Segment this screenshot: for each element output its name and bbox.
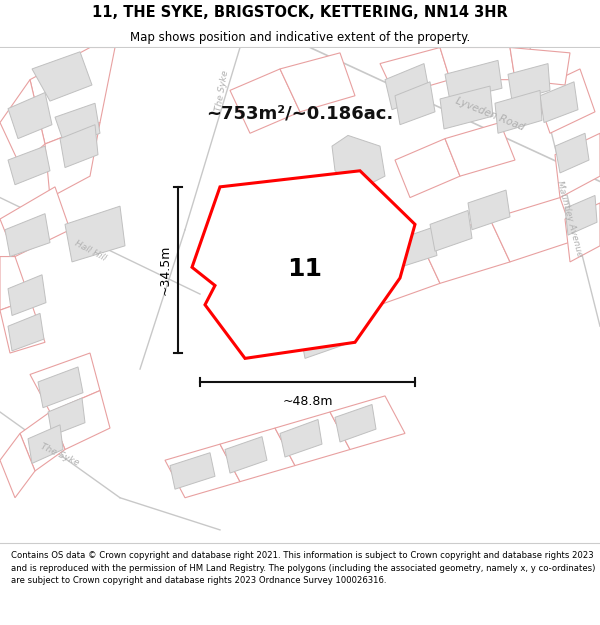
Polygon shape bbox=[0, 256, 30, 310]
Polygon shape bbox=[0, 187, 70, 256]
Text: 11, THE SYKE, BRIGSTOCK, KETTERING, NN14 3HR: 11, THE SYKE, BRIGSTOCK, KETTERING, NN14… bbox=[92, 6, 508, 21]
Polygon shape bbox=[440, 86, 493, 129]
Text: Map shows position and indicative extent of the property.: Map shows position and indicative extent… bbox=[130, 31, 470, 44]
Polygon shape bbox=[508, 64, 550, 101]
Polygon shape bbox=[555, 133, 600, 198]
Text: The Syke: The Syke bbox=[39, 442, 81, 468]
Polygon shape bbox=[20, 412, 65, 471]
Polygon shape bbox=[510, 48, 570, 85]
Polygon shape bbox=[48, 398, 85, 436]
Polygon shape bbox=[565, 196, 597, 235]
Polygon shape bbox=[60, 124, 98, 168]
Text: Mauntley Avenue: Mauntley Avenue bbox=[556, 180, 584, 258]
Polygon shape bbox=[535, 69, 595, 133]
Polygon shape bbox=[430, 211, 472, 251]
Polygon shape bbox=[225, 437, 267, 473]
Text: ~48.8m: ~48.8m bbox=[282, 395, 333, 408]
Polygon shape bbox=[170, 452, 215, 489]
Polygon shape bbox=[360, 241, 440, 305]
Polygon shape bbox=[468, 190, 510, 230]
Text: 11: 11 bbox=[287, 257, 322, 281]
Polygon shape bbox=[28, 425, 63, 464]
Polygon shape bbox=[248, 178, 292, 221]
Polygon shape bbox=[335, 404, 376, 442]
Polygon shape bbox=[445, 122, 515, 176]
Text: Contains OS data © Crown copyright and database right 2021. This information is : Contains OS data © Crown copyright and d… bbox=[11, 551, 595, 586]
Text: The Syke: The Syke bbox=[214, 69, 230, 112]
Polygon shape bbox=[280, 53, 355, 112]
Polygon shape bbox=[300, 318, 345, 358]
Polygon shape bbox=[0, 79, 45, 166]
Text: ~34.5m: ~34.5m bbox=[159, 245, 172, 295]
Polygon shape bbox=[220, 428, 295, 482]
Polygon shape bbox=[230, 69, 300, 133]
Polygon shape bbox=[275, 412, 350, 466]
Polygon shape bbox=[490, 198, 575, 262]
Polygon shape bbox=[330, 396, 405, 449]
Polygon shape bbox=[30, 353, 100, 412]
Polygon shape bbox=[495, 91, 542, 133]
Polygon shape bbox=[192, 171, 415, 358]
Polygon shape bbox=[285, 269, 330, 310]
Text: Hall Hill: Hall Hill bbox=[73, 239, 107, 263]
Polygon shape bbox=[540, 82, 578, 122]
Polygon shape bbox=[395, 139, 460, 198]
Polygon shape bbox=[395, 82, 435, 124]
Polygon shape bbox=[8, 92, 52, 139]
Polygon shape bbox=[45, 122, 100, 198]
Polygon shape bbox=[0, 299, 45, 353]
Polygon shape bbox=[65, 206, 125, 262]
Polygon shape bbox=[380, 48, 450, 96]
Polygon shape bbox=[5, 214, 50, 256]
Polygon shape bbox=[8, 275, 46, 316]
Polygon shape bbox=[8, 313, 44, 351]
Polygon shape bbox=[38, 367, 83, 408]
Polygon shape bbox=[420, 219, 510, 283]
Polygon shape bbox=[0, 433, 35, 498]
Polygon shape bbox=[565, 203, 600, 262]
Polygon shape bbox=[50, 391, 110, 449]
Polygon shape bbox=[395, 228, 437, 268]
Polygon shape bbox=[555, 133, 589, 173]
Polygon shape bbox=[55, 103, 100, 146]
Polygon shape bbox=[445, 61, 502, 101]
Polygon shape bbox=[30, 48, 115, 144]
Polygon shape bbox=[385, 64, 430, 109]
Polygon shape bbox=[440, 48, 515, 79]
Text: Lyveden Road: Lyveden Road bbox=[454, 96, 526, 132]
Polygon shape bbox=[32, 52, 92, 101]
Polygon shape bbox=[280, 419, 322, 457]
Polygon shape bbox=[332, 136, 385, 189]
Polygon shape bbox=[165, 444, 240, 498]
Polygon shape bbox=[8, 146, 50, 185]
Text: ~753m²/~0.186ac.: ~753m²/~0.186ac. bbox=[206, 105, 394, 123]
